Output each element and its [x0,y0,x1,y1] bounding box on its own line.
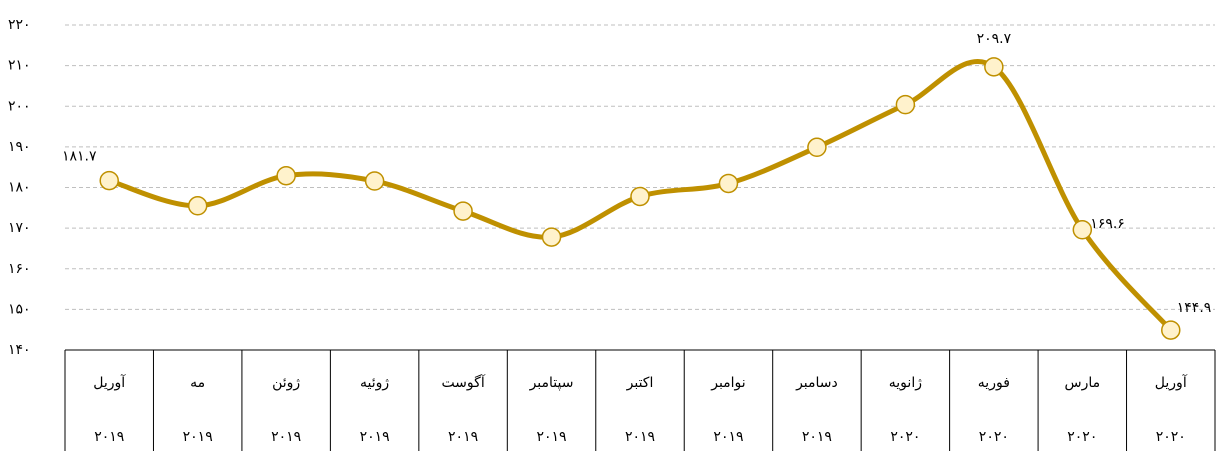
point [984,57,1004,77]
point [541,227,562,247]
y-tick-label: ۱۸۰ [8,180,31,196]
x-tick-label: ۲۰۱۹ [360,429,390,445]
x-tick-label: آوریل [1155,374,1188,391]
x-tick-label: مه [190,375,205,391]
y-tick-label: ۱۹۰ [8,139,31,155]
x-tick-label: ۲۰۱۹ [536,429,566,445]
point [895,94,916,115]
point [99,170,119,191]
x-tick-label: فوریه [978,375,1010,391]
x-tick-label: مارس [1064,375,1100,391]
x-tick-label: سپتامبر [529,375,574,391]
x-tick-label: آوریل [93,374,126,391]
x-tick-label: ۲۰۱۹ [448,429,478,445]
point [364,171,385,191]
x-tick-label: دسامبر [795,375,838,391]
x-tick-label: ۲۰۲۰ [979,429,1009,445]
x-tick-label: ژانویه [889,375,922,391]
x-tick-label: ۲۰۱۹ [713,429,743,445]
y-tick-label: ۲۲۰ [8,17,31,33]
y-tick-label: ۱۷۰ [8,220,31,236]
y-tick-label: ۱۶۰ [8,261,31,277]
data-label: ۱۸۱.۷ [62,149,97,165]
point [1161,320,1181,340]
y-tick-label: ۱۴۰ [8,342,31,358]
x-tick-label: ژوئن [272,375,300,391]
x-tick-label: ۲۰۲۰ [1156,429,1186,445]
x-tick-label: ۲۰۱۹ [94,429,124,445]
y-tick-label: ۱۵۰ [8,301,31,317]
x-tick-label: آگوست [441,374,485,391]
x-tick-label: اکتبر [626,375,654,391]
point [276,165,296,186]
y-tick-label: ۲۰۰ [8,98,31,114]
point [807,137,827,158]
data-label: ۲۰۹.۷ [977,31,1012,47]
point [453,201,473,221]
data-label: ۱۶۹.۶ [1090,216,1125,232]
x-tick-label: نوامبر [710,375,745,391]
data-label: ۱۴۴.۹ [1177,300,1212,316]
point [187,196,208,216]
x-tick-label: ۲۰۲۰ [890,429,920,445]
x-tick-label: ۲۰۱۹ [625,429,655,445]
x-tick-label: ۲۰۱۹ [802,429,832,445]
y-tick-label: ۲۱۰ [8,58,31,74]
x-tick-label: ۲۰۱۹ [183,429,213,445]
point [1072,220,1093,240]
point [630,186,650,207]
point [718,173,739,194]
x-tick-label: ۲۰۲۰ [1067,429,1097,445]
x-tick-label: ۲۰۱۹ [271,429,301,445]
x-tick-label: ژوئیه [360,375,389,391]
